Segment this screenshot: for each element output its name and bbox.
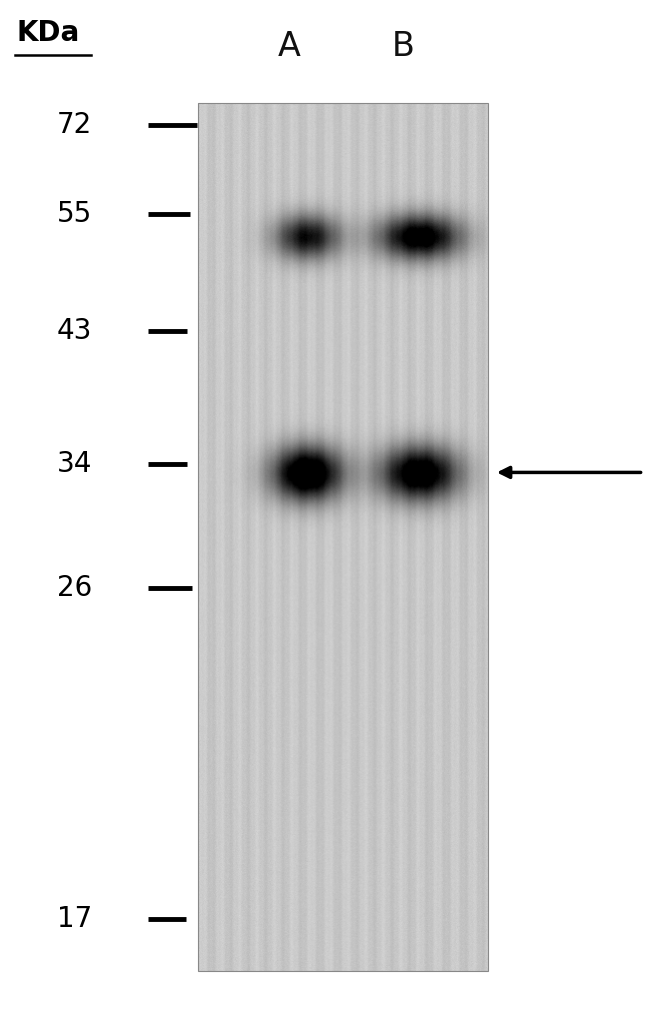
Bar [198, 103, 488, 971]
Text: 72: 72 [57, 111, 92, 140]
Text: 43: 43 [57, 316, 92, 345]
Text: 26: 26 [57, 574, 92, 603]
Text: KDa: KDa [16, 18, 79, 47]
Text: A: A [278, 30, 301, 63]
Text: 34: 34 [57, 450, 92, 479]
Text: 55: 55 [57, 199, 92, 228]
Text: B: B [391, 30, 415, 63]
Text: 17: 17 [57, 905, 92, 934]
